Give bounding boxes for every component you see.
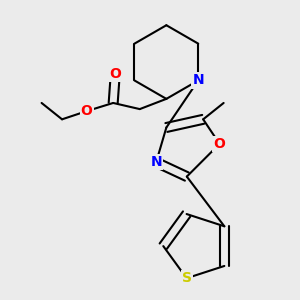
Text: O: O bbox=[214, 137, 226, 151]
Text: S: S bbox=[182, 271, 192, 285]
Text: N: N bbox=[192, 74, 204, 88]
Text: O: O bbox=[109, 67, 121, 81]
Text: O: O bbox=[81, 104, 92, 118]
Text: N: N bbox=[150, 155, 162, 169]
